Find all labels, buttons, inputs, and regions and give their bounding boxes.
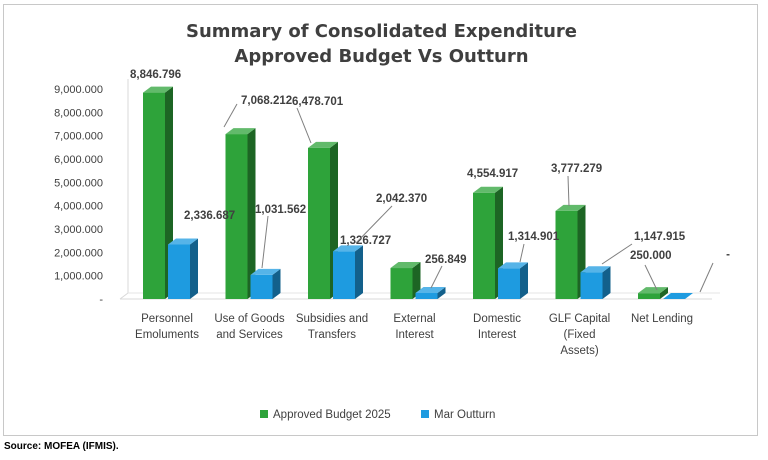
data-label: 2,336.687 bbox=[184, 210, 235, 222]
y-tick-label: 6,000.000 bbox=[54, 154, 103, 166]
chart-frame: Summary of Consolidated Expenditure Appr… bbox=[3, 4, 758, 436]
bar-top bbox=[498, 262, 528, 269]
data-label: 1,314.901 bbox=[508, 231, 560, 243]
bar bbox=[333, 251, 355, 299]
leader-line bbox=[601, 243, 633, 265]
data-label: 1,326.727 bbox=[340, 235, 391, 247]
bar-top bbox=[225, 128, 256, 135]
bar-top bbox=[473, 186, 503, 193]
data-label: 1,147.915 bbox=[634, 231, 686, 243]
bar-top bbox=[143, 86, 173, 93]
chart-subtitle: Approved Budget Vs Outturn bbox=[234, 46, 529, 67]
leader-line bbox=[355, 205, 393, 244]
bar-top bbox=[555, 204, 586, 211]
y-tick-label: 9,000.000 bbox=[54, 84, 103, 96]
y-axis-line bbox=[119, 79, 129, 300]
bar-top bbox=[580, 266, 611, 273]
x-tick-label: Domestic bbox=[473, 313, 521, 325]
data-label: - bbox=[726, 249, 730, 261]
data-label: 7,068.212 bbox=[241, 95, 292, 107]
y-tick-label: 8,000.000 bbox=[54, 107, 103, 119]
bar bbox=[390, 268, 413, 299]
legend-swatch bbox=[260, 410, 268, 418]
bar-side bbox=[355, 245, 363, 299]
data-label: 8,846.796 bbox=[130, 69, 181, 81]
bar bbox=[168, 244, 190, 299]
bar bbox=[415, 293, 438, 299]
bar bbox=[308, 147, 330, 299]
x-tick-label: Personnel bbox=[141, 313, 193, 325]
bar-side bbox=[660, 287, 668, 299]
leader-line bbox=[567, 175, 570, 207]
chart-title-line1: Summary of Consolidated Expenditure bbox=[186, 21, 577, 42]
x-tick-label: External bbox=[393, 313, 435, 325]
x-tick-label: Subsidies and bbox=[296, 313, 368, 325]
x-tick-label: Assets) bbox=[560, 345, 599, 357]
x-tick-label: Transfers bbox=[308, 329, 356, 341]
bar-side bbox=[190, 238, 198, 299]
bar-top bbox=[638, 287, 668, 294]
data-label: 1,031.562 bbox=[255, 204, 306, 216]
data-label: 256.849 bbox=[425, 254, 467, 266]
leader-line bbox=[519, 243, 525, 263]
bar bbox=[250, 274, 273, 299]
data-label: 2,042.370 bbox=[376, 193, 427, 205]
leader-line bbox=[430, 265, 443, 289]
bar-top bbox=[333, 245, 363, 252]
data-label: 4,554.917 bbox=[467, 168, 518, 180]
x-tick-label: Net Lending bbox=[631, 313, 693, 325]
bar-side bbox=[412, 262, 421, 299]
bar-top bbox=[390, 262, 421, 269]
y-tick-label: 7,000.000 bbox=[54, 131, 103, 143]
legend-swatch bbox=[421, 410, 429, 418]
x-tick-label: Emoluments bbox=[135, 329, 199, 341]
source-note: Source: MOFEA (IFMIS). bbox=[4, 441, 119, 452]
leader-line bbox=[261, 215, 269, 269]
x-tick-label: Use of Goods bbox=[214, 313, 285, 325]
x-tick-label: Interest bbox=[478, 329, 517, 341]
bar bbox=[555, 210, 578, 299]
bar bbox=[580, 272, 603, 299]
chart-title: Summary of Consolidated Expenditure Appr… bbox=[4, 19, 759, 69]
bar-side bbox=[272, 268, 281, 299]
data-label: 250.000 bbox=[630, 250, 672, 262]
y-tick-label: 3,000.000 bbox=[54, 224, 103, 236]
bar bbox=[498, 268, 520, 299]
bar-top bbox=[308, 141, 338, 148]
bar bbox=[143, 92, 165, 299]
bar-side bbox=[247, 128, 256, 299]
bar-side bbox=[602, 266, 611, 299]
legend-label: Approved Budget 2025 bbox=[273, 409, 391, 421]
leader-line bbox=[223, 103, 238, 128]
x-tick-label: GLF Capital bbox=[549, 313, 610, 325]
x-tick-label: and Services bbox=[216, 329, 283, 341]
y-tick-label: - bbox=[99, 294, 103, 306]
data-label: 3,777.279 bbox=[551, 163, 602, 175]
leader-line bbox=[296, 107, 312, 144]
bar bbox=[638, 293, 660, 299]
bar-top bbox=[250, 268, 281, 275]
bar bbox=[473, 192, 495, 299]
legend-label: Mar Outturn bbox=[434, 409, 495, 421]
bar-top bbox=[168, 238, 198, 245]
y-tick-label: 5,000.000 bbox=[54, 177, 103, 189]
bar-side bbox=[520, 262, 528, 299]
y-tick-label: 1,000.000 bbox=[54, 271, 103, 283]
bar bbox=[225, 134, 248, 299]
bar-flat bbox=[663, 293, 693, 299]
x-tick-label: (Fixed bbox=[564, 329, 596, 341]
y-tick-label: 4,000.000 bbox=[54, 201, 103, 213]
x-tick-label: Interest bbox=[395, 329, 434, 341]
data-label: 6,478.701 bbox=[292, 96, 344, 108]
bar-side bbox=[437, 287, 446, 299]
y-tick-label: 2,000.000 bbox=[54, 247, 103, 259]
leader-line bbox=[699, 262, 714, 293]
leader-line bbox=[644, 264, 658, 291]
bar-top bbox=[415, 287, 446, 294]
